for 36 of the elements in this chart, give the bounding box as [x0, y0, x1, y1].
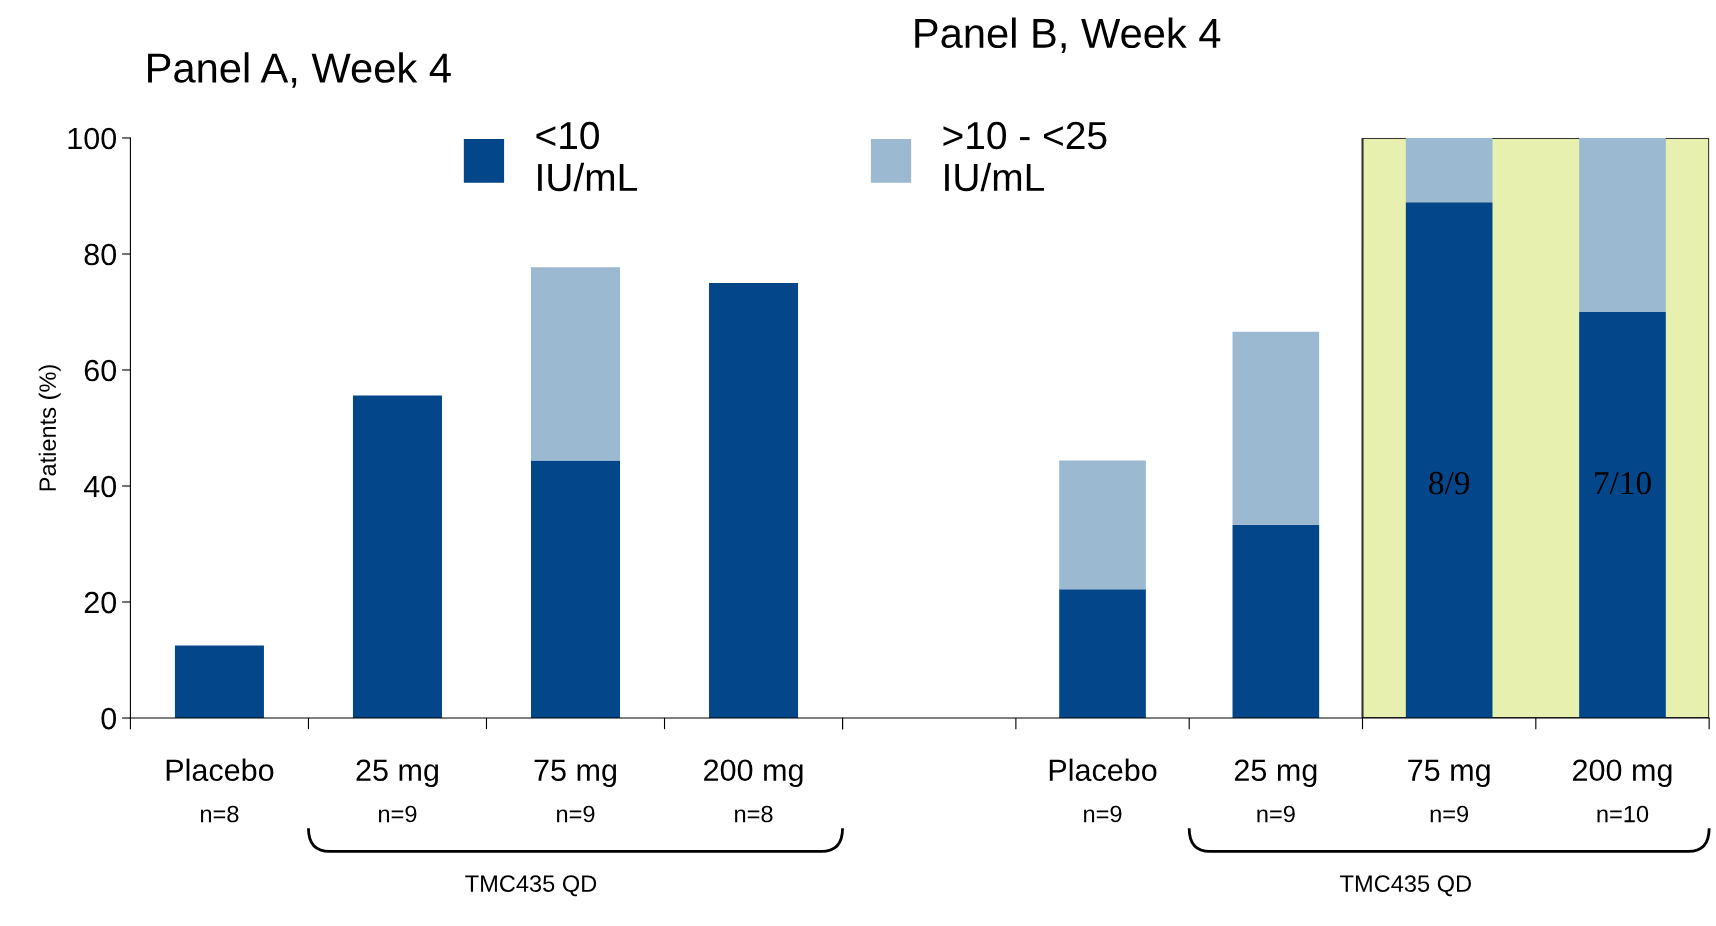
y-tick-label: 0 — [101, 707, 117, 730]
bar — [530, 267, 621, 461]
bar — [709, 282, 799, 719]
y-tick-label: 100 — [68, 127, 117, 150]
bar — [1405, 202, 1493, 719]
annotation: 8/9 — [1429, 471, 1470, 495]
bar — [174, 645, 264, 719]
x-tick-label: 25 mg n=9 — [356, 759, 438, 823]
bar — [1405, 137, 1493, 203]
y-tick-label: 80 — [84, 243, 117, 266]
bar — [352, 395, 442, 719]
y-axis-title: Patients (%) — [38, 365, 61, 491]
x-tick-label: 75 mg n=9 — [534, 759, 616, 823]
x-tick-label: Placebo n=9 — [1049, 758, 1157, 823]
y-tick-label: 60 — [84, 359, 117, 382]
x-tick-label: 200 mg n=10 — [1573, 759, 1672, 823]
x-tick-label: 25 mg n=9 — [1234, 759, 1317, 823]
annotation: 7/10 — [1595, 471, 1651, 495]
x-tick-label: 200 mg n=8 — [704, 759, 803, 823]
x-tick-label: 75 mg n=9 — [1408, 759, 1490, 823]
bar — [1232, 331, 1320, 525]
text: TMC435 QD — [465, 875, 597, 897]
bar — [1579, 137, 1666, 312]
bar — [1059, 589, 1146, 719]
bar — [530, 460, 621, 719]
text: TMC435 QD — [1340, 875, 1471, 897]
y-tick-label: 40 — [83, 475, 117, 498]
x-tick-label: Placebo n=8 — [166, 758, 274, 823]
y-tick-label: 20 — [84, 591, 117, 614]
bar — [1059, 460, 1146, 590]
legend-label: <10 IU/mL — [536, 121, 637, 192]
chart-title: Panel B, Week 4 — [915, 17, 1221, 54]
bar — [1579, 311, 1666, 719]
chart-title: Panel A, Week 4 — [148, 52, 451, 88]
bar — [1232, 524, 1320, 719]
legend-label: >10 - <25 IU/mL — [943, 121, 1107, 192]
